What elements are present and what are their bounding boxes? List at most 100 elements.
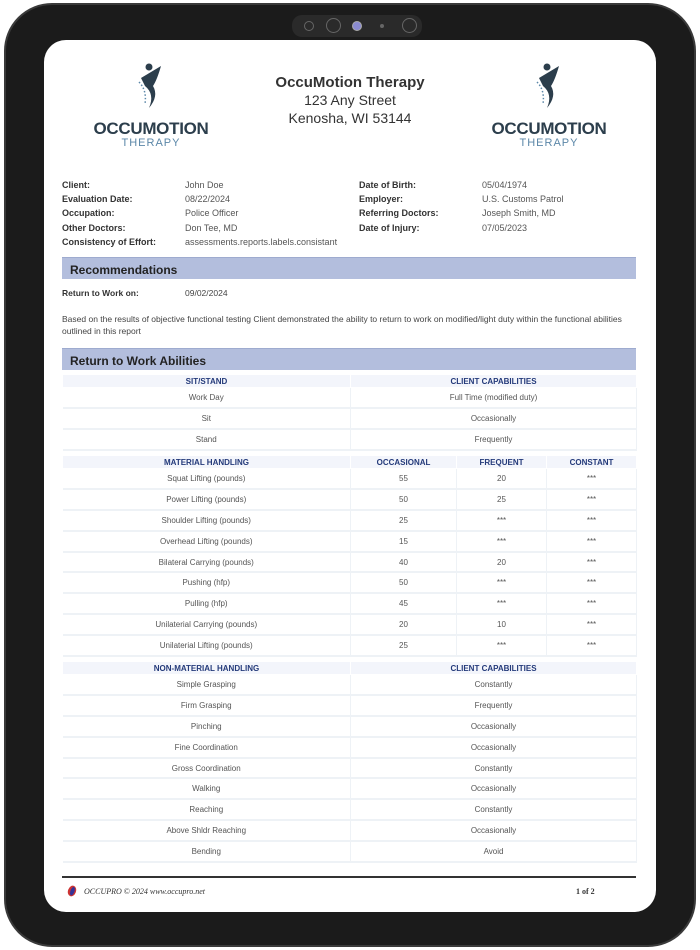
- ability-name: Unilaterial Carrying (pounds): [62, 614, 351, 636]
- sensor-icon: [380, 24, 384, 28]
- ability-value: ***: [456, 530, 547, 553]
- ability-name: Simple Grasping: [62, 674, 351, 697]
- ability-value: ***: [546, 572, 637, 595]
- info-row: Date of Birth: 05/04/1974: [359, 178, 639, 192]
- sensor-icon: [402, 18, 417, 33]
- table-row: Unilaterial Carrying (pounds) 20 10 ***: [62, 614, 637, 636]
- info-value: John Doe: [185, 180, 224, 190]
- ability-value: 15: [350, 530, 457, 553]
- ability-name: Squat Lifting (pounds): [62, 468, 351, 491]
- table-row: Fine Coordination Occasionally: [62, 736, 637, 759]
- ability-name: Pushing (hfp): [62, 572, 351, 595]
- ability-value: ***: [546, 593, 637, 616]
- info-label: Occupation:: [62, 208, 115, 219]
- figure-logo-icon: [138, 63, 161, 108]
- ability-value: Full Time (modified duty): [350, 387, 637, 410]
- ability-value: 55: [350, 468, 457, 491]
- ability-value: 40: [350, 551, 457, 574]
- organization-header: OccuMotion Therapy 123 Any Street Kenosh…: [244, 74, 456, 127]
- ability-name: Sit: [62, 408, 351, 431]
- table-row: Above Shldr Reaching Occasionally: [62, 820, 637, 842]
- info-row: Employer: U.S. Customs Patrol: [359, 192, 639, 206]
- ability-value: 25: [350, 510, 457, 532]
- info-value: 05/04/1974: [482, 180, 528, 190]
- column-header: CONSTANT: [546, 455, 637, 469]
- ability-name: Pinching: [62, 716, 351, 738]
- ability-name: Firm Grasping: [62, 695, 351, 718]
- ability-value: ***: [456, 634, 547, 657]
- recommendation-text: Based on the results of objective functi…: [62, 314, 622, 336]
- ability-value: ***: [456, 572, 547, 595]
- info-label: Evaluation Date:: [62, 194, 133, 205]
- ability-value: Constantly: [350, 674, 637, 697]
- ability-value: ***: [546, 489, 637, 512]
- organization-street: 123 Any Street: [304, 92, 396, 108]
- ability-value: Frequently: [350, 695, 637, 718]
- table-header-row: MATERIAL HANDLING OCCASIONAL FREQUENT CONST…: [62, 455, 637, 469]
- table-row: Squat Lifting (pounds) 55 20 ***: [62, 468, 637, 491]
- rtw-label: Return to Work on:: [62, 288, 139, 298]
- info-row: Occupation: Police Officer: [62, 206, 362, 220]
- footer-divider: [62, 876, 636, 878]
- ability-value: ***: [456, 593, 547, 616]
- table-row: Pushing (hfp) 50 *** ***: [62, 572, 637, 595]
- table-row: Walking Occasionally: [62, 778, 637, 801]
- column-header: CLIENT CAPABILITIES: [350, 374, 637, 388]
- ability-name: Fine Coordination: [62, 736, 351, 759]
- table-row: Overhead Lifting (pounds) 15 *** ***: [62, 530, 637, 553]
- ability-value: 25: [456, 489, 547, 512]
- table-row: Bilateral Carrying (pounds) 40 20 ***: [62, 551, 637, 574]
- info-label: Date of Birth:: [359, 180, 416, 190]
- table-row: Unilaterial Lifting (pounds) 25 *** ***: [62, 634, 637, 657]
- ability-value: 20: [456, 551, 547, 574]
- ability-value: 25: [350, 634, 457, 657]
- ability-value: 20: [350, 614, 457, 636]
- info-row: Consistency of Effort: assessments.report…: [62, 235, 362, 249]
- column-header: FREQUENT: [456, 455, 547, 469]
- ability-value: Frequently: [350, 429, 637, 451]
- ability-value: ***: [546, 614, 637, 636]
- table-row: Pinching Occasionally: [62, 716, 637, 738]
- organization-city: Kenosha, WI 53144: [288, 110, 412, 126]
- ability-name: Overhead Lifting (pounds): [62, 530, 351, 553]
- info-row: Client: John Doe: [62, 178, 362, 192]
- ability-name: Walking: [62, 778, 351, 801]
- ability-value: 45: [350, 593, 457, 616]
- info-label: Other Doctors:: [62, 222, 126, 233]
- sensor-icon: [304, 21, 314, 31]
- ability-name: Above Shldr Reaching: [62, 820, 351, 842]
- ability-value: ***: [546, 530, 637, 553]
- info-row: Other Doctors: Don Tee, MD: [62, 221, 362, 235]
- ability-name: Unilaterial Lifting (pounds): [62, 634, 351, 657]
- report-page: OCCUMOTION THERAPY OccuMotion Therapy 12…: [44, 40, 656, 912]
- ability-name: Bending: [62, 840, 351, 863]
- column-header: CLIENT CAPABILITIES: [350, 661, 637, 675]
- table-row: Bending Avoid: [62, 840, 637, 863]
- camera-bar: [292, 15, 422, 37]
- ability-value: Occasionally: [350, 716, 637, 738]
- ability-name: Power Lifting (pounds): [62, 489, 351, 512]
- table-row: Stand Frequently: [62, 429, 637, 451]
- table-header-row: SIT/STAND CLIENT CAPABILITIES: [62, 374, 637, 388]
- ability-name: Reaching: [62, 799, 351, 822]
- ability-value: 50: [350, 489, 457, 512]
- ability-value: Occasionally: [350, 736, 637, 759]
- material-handling-table: MATERIAL HANDLING OCCASIONAL FREQUENT CONST…: [62, 455, 637, 657]
- ability-value: Constantly: [350, 799, 637, 822]
- info-label: Date of Injury:: [359, 222, 420, 233]
- column-header: MATERIAL HANDLING: [62, 455, 351, 469]
- rtw-date: 09/02/2024: [185, 288, 228, 298]
- table-row: Work Day Full Time (modified duty): [62, 387, 637, 410]
- table-row: Gross Coordination Constantly: [62, 757, 637, 780]
- client-info-right: Date of Birth: 05/04/1974 Employer: U.S. Cu…: [359, 178, 639, 235]
- ability-value: 20: [456, 468, 547, 491]
- info-label: Client:: [62, 180, 90, 190]
- info-label: Referring Doctors:: [359, 208, 439, 219]
- client-info-left: Client: John Doe Evaluation Date: 08/22/202…: [62, 178, 362, 249]
- sensor-icon: [326, 18, 341, 33]
- info-label: Employer:: [359, 194, 404, 205]
- table-header-row: NON-MATERIAL HANDLING CLIENT CAPABILITIES: [62, 661, 637, 675]
- column-header: OCCASIONAL: [350, 455, 457, 469]
- ability-value: Occasionally: [350, 408, 637, 431]
- info-row: Referring Doctors: Joseph Smith, MD: [359, 206, 639, 220]
